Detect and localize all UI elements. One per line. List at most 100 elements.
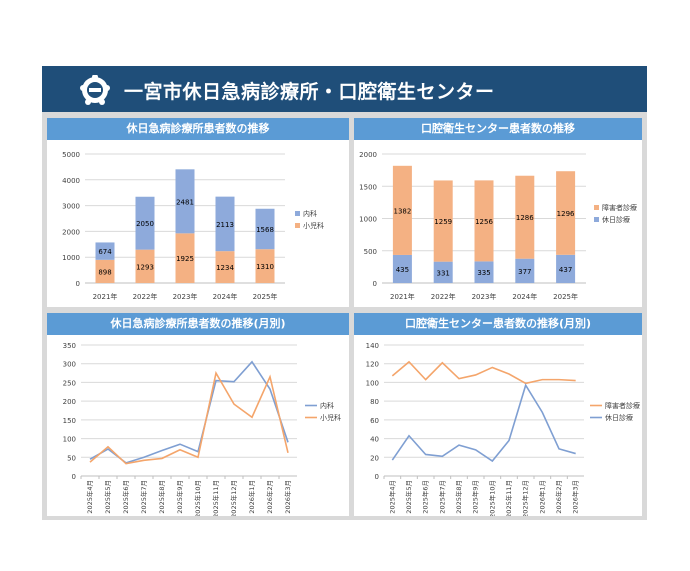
legend-label: 休日診療 bbox=[602, 215, 630, 224]
x-tick-label: 2021年 bbox=[390, 292, 415, 301]
legend-label: 障害者診療 bbox=[602, 203, 637, 212]
x-tick-label: 2026年3月 bbox=[283, 480, 292, 514]
city-emblem-icon bbox=[80, 75, 110, 105]
y-tick-label: 0 bbox=[76, 280, 80, 288]
x-tick-label: 2025年11月 bbox=[504, 480, 513, 516]
data-label: 1296 bbox=[557, 210, 575, 218]
x-tick-label: 2025年6月 bbox=[121, 480, 130, 514]
x-tick-label: 2025年9月 bbox=[175, 480, 184, 514]
chart-title: 休日急病診療所患者数の推移(月別) bbox=[47, 313, 349, 335]
data-label: 1310 bbox=[256, 263, 274, 271]
y-tick-label: 200 bbox=[63, 398, 76, 406]
x-tick-label: 2025年5月 bbox=[103, 480, 112, 514]
data-label: 1925 bbox=[176, 255, 194, 263]
data-label: 2481 bbox=[176, 198, 194, 206]
data-label: 435 bbox=[396, 266, 409, 274]
x-tick-label: 2026年1月 bbox=[537, 480, 546, 514]
header-banner: 一宮市休日急病診療所・口腔衛生センター bbox=[42, 66, 647, 112]
data-label: 1286 bbox=[516, 214, 534, 222]
data-label: 377 bbox=[518, 268, 531, 276]
bar bbox=[515, 175, 535, 259]
y-tick-label: 500 bbox=[364, 248, 377, 256]
bar bbox=[556, 254, 576, 283]
x-tick-label: 2025年6月 bbox=[421, 480, 430, 514]
data-label: 335 bbox=[477, 269, 490, 277]
data-label: 1382 bbox=[393, 207, 411, 215]
chart-title: 口腔衛生センター患者数の推移(月別) bbox=[354, 313, 642, 335]
data-label: 898 bbox=[98, 268, 111, 276]
y-tick-label: 100 bbox=[366, 379, 379, 387]
y-tick-label: 350 bbox=[63, 342, 76, 350]
legend-label: 小児科 bbox=[303, 221, 324, 230]
legend-swatch bbox=[295, 223, 300, 228]
x-tick-label: 2025年5月 bbox=[404, 480, 413, 514]
x-tick-label: 2025年11月 bbox=[211, 480, 220, 516]
annual-clinic-chart: 0 1000 2000 3000 4000 5000 898 674 2021年 1293 2050… bbox=[62, 151, 324, 301]
y-tick-label: 60 bbox=[370, 417, 379, 425]
x-tick-label: 2025年12月 bbox=[521, 480, 530, 516]
y-tick-label: 1000 bbox=[359, 216, 377, 224]
legend-swatch bbox=[594, 217, 599, 222]
legend-label: 休日診療 bbox=[605, 413, 633, 422]
monthly-clinic-chart: 0 50 100 150 200 250 300 350 2025年4月 2025年5月 2025年… bbox=[63, 342, 341, 516]
y-tick-label: 0 bbox=[375, 473, 379, 481]
x-tick-label: 2026年2月 bbox=[265, 480, 274, 514]
x-tick-label: 2026年3月 bbox=[571, 480, 580, 514]
x-tick-label: 2025年7月 bbox=[139, 480, 148, 514]
monthly-oral-chart: 0 20 40 60 80 100 120 140 2025年4月 2025年5月 2025年6月 2… bbox=[366, 342, 640, 516]
x-tick-label: 2025年9月 bbox=[471, 480, 480, 514]
bar bbox=[433, 180, 453, 262]
y-tick-label: 2000 bbox=[62, 228, 80, 236]
y-tick-label: 80 bbox=[370, 398, 379, 406]
x-tick-label: 2026年1月 bbox=[247, 480, 256, 514]
x-tick-label: 2025年10月 bbox=[193, 480, 202, 516]
bar bbox=[95, 242, 115, 260]
data-label: 1256 bbox=[475, 218, 493, 226]
data-label: 1234 bbox=[216, 264, 234, 272]
x-tick-label: 2025年4月 bbox=[85, 480, 94, 514]
y-tick-label: 120 bbox=[366, 361, 379, 369]
y-tick-label: 4000 bbox=[62, 177, 80, 185]
y-tick-label: 300 bbox=[63, 361, 76, 369]
bar bbox=[135, 196, 155, 250]
y-tick-label: 3000 bbox=[62, 203, 80, 211]
x-tick-label: 2025年8月 bbox=[454, 480, 463, 514]
x-tick-label: 2023年 bbox=[472, 292, 497, 301]
chart-title: 口腔衛生センター患者数の推移 bbox=[354, 118, 642, 140]
y-tick-label: 50 bbox=[67, 454, 76, 462]
y-tick-label: 0 bbox=[373, 280, 377, 288]
x-tick-label: 2024年 bbox=[213, 292, 238, 301]
x-tick-label: 2025年12月 bbox=[229, 480, 238, 516]
x-tick-label: 2025年 bbox=[253, 292, 278, 301]
y-tick-label: 0 bbox=[72, 473, 76, 481]
panel-annual-oral: 口腔衛生センター患者数の推移 0 500 1000 1500 2000 435 1382 20… bbox=[354, 118, 642, 307]
bar bbox=[474, 180, 494, 262]
data-label: 2050 bbox=[136, 220, 154, 228]
series-line bbox=[89, 360, 289, 464]
x-tick-label: 2021年 bbox=[93, 292, 118, 301]
bar bbox=[135, 249, 155, 283]
x-tick-label: 2026年2月 bbox=[554, 480, 563, 514]
bar bbox=[474, 261, 494, 283]
y-tick-label: 250 bbox=[63, 379, 76, 387]
y-tick-label: 2000 bbox=[359, 151, 377, 159]
bar bbox=[556, 171, 576, 255]
legend-label: 小児科 bbox=[320, 413, 341, 422]
x-tick-label: 2025年10月 bbox=[487, 480, 496, 516]
data-label: 2113 bbox=[216, 221, 234, 229]
bar bbox=[95, 259, 115, 283]
chart-title: 休日急病診療所患者数の推移 bbox=[47, 118, 349, 140]
x-tick-label: 2025年8月 bbox=[157, 480, 166, 514]
x-tick-label: 2024年 bbox=[512, 292, 537, 301]
y-tick-label: 40 bbox=[370, 436, 379, 444]
x-tick-label: 2025年7月 bbox=[437, 480, 446, 514]
bar bbox=[255, 249, 275, 283]
legend-label: 障害者診療 bbox=[605, 401, 640, 410]
x-tick-label: 2025年 bbox=[553, 292, 578, 301]
bar bbox=[392, 165, 412, 255]
bar bbox=[215, 196, 235, 252]
panel-monthly-oral: 口腔衛生センター患者数の推移(月別) 0 20 40 60 80 100 120 140 202… bbox=[354, 313, 642, 516]
legend-label: 内科 bbox=[320, 401, 334, 410]
y-tick-label: 100 bbox=[63, 436, 76, 444]
legend-swatch bbox=[594, 205, 599, 210]
